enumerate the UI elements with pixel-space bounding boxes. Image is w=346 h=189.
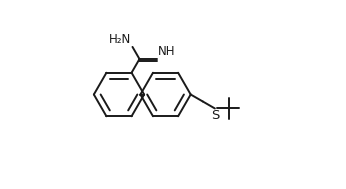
- Text: H₂N: H₂N: [108, 33, 131, 46]
- Text: S: S: [211, 109, 219, 122]
- Text: NH: NH: [158, 45, 176, 58]
